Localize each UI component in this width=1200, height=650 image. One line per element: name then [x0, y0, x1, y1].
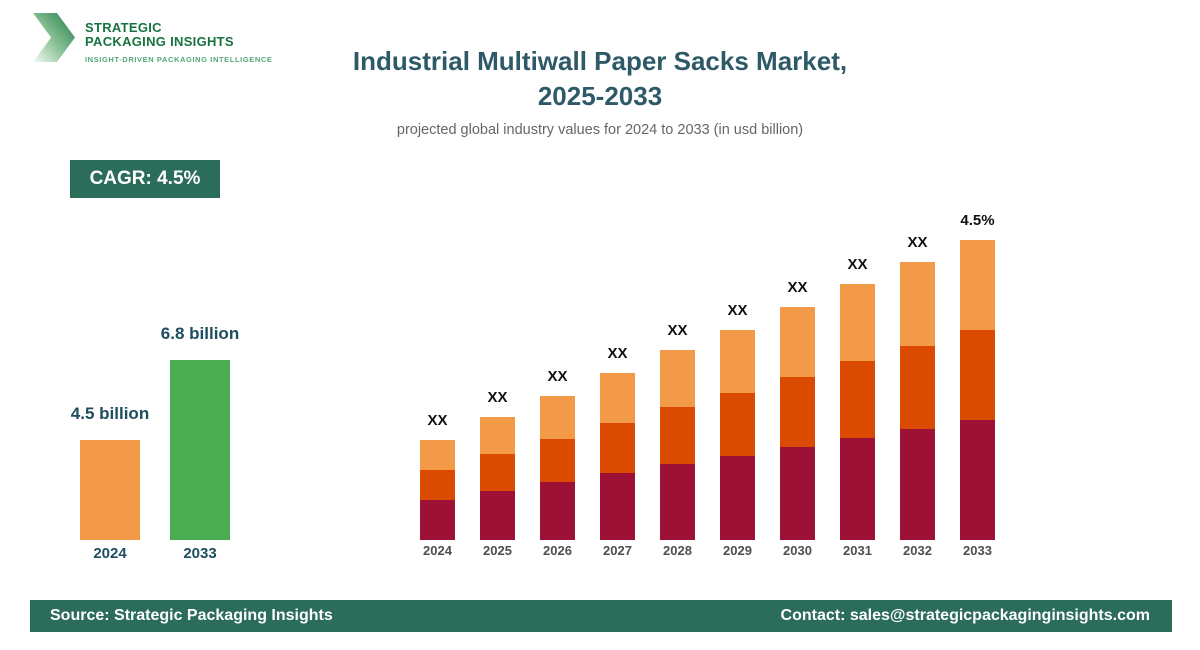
top-segment-2033 [960, 240, 995, 330]
stacked-bar-2033 [960, 240, 995, 540]
top-segment-2030 [780, 307, 815, 377]
bottom-segment-2028 [660, 464, 695, 540]
logo-text: STRATEGIC PACKAGING INSIGHTS INSIGHT-DRI… [85, 13, 273, 65]
top-segment-2031 [840, 284, 875, 361]
bar-year-label-2025: 2025 [483, 543, 512, 558]
top-segment-2024 [420, 440, 455, 470]
bar-top-label-2030: XX [787, 279, 808, 296]
bar-year-label-2031: 2031 [843, 543, 872, 558]
bottom-segment-2025 [480, 491, 515, 540]
title-block: Industrial Multiwall Paper Sacks Market,… [240, 44, 960, 138]
top-segment-2028 [660, 350, 695, 407]
stacked-bar-2024 [420, 440, 455, 540]
bar-year-label-2027: 2027 [603, 543, 632, 558]
middle-segment-2033 [960, 330, 995, 420]
footer-contact-text: Contact: sales@strategicpackaginginsight… [780, 607, 1150, 624]
bar-top-label-2027: XX [607, 345, 628, 362]
middle-segment-2024 [420, 470, 455, 500]
top-segment-2026 [540, 396, 575, 439]
bottom-segment-2024 [420, 500, 455, 540]
bar-year-label-2032: 2032 [903, 543, 932, 558]
top-segment-2032 [900, 262, 935, 346]
bar-year-label-2024: 2024 [423, 543, 452, 558]
stacked-bar-2028 [660, 350, 695, 540]
logo: STRATEGIC PACKAGING INSIGHTS INSIGHT-DRI… [33, 13, 273, 64]
bar-top-label-2028: XX [667, 322, 688, 339]
bottom-segment-2029 [720, 456, 755, 540]
bar-year-label-2026: 2026 [543, 543, 572, 558]
page-title-line2: 2025-2033 [537, 81, 663, 111]
bottom-segment-2031 [840, 438, 875, 540]
top-segment-2029 [720, 330, 755, 393]
bar-year-label-2030: 2030 [783, 543, 812, 558]
bar-top-label-2026: XX [547, 368, 568, 385]
stacked-bar-2031 [840, 284, 875, 540]
summary-bar-2033 [170, 360, 230, 540]
stacked-bar-2025 [480, 417, 515, 540]
bar-year-label-2029: 2029 [723, 543, 752, 558]
summary-bar-2024 [80, 440, 140, 540]
footer-source-text: Source: Strategic Packaging Insights [50, 607, 333, 624]
bar-year-label-2033: 2033 [963, 543, 992, 558]
bar-year-label-2028: 2028 [663, 543, 692, 558]
summary-year-label-2024: 2024 [93, 545, 127, 562]
bottom-segment-2026 [540, 482, 575, 540]
footer-bar: Source: Strategic Packaging Insights Con… [30, 600, 1172, 632]
bar-top-label-2032: XX [907, 234, 928, 251]
middle-segment-2027 [600, 423, 635, 473]
summary-year-label-2033: 2033 [183, 545, 217, 562]
summary-value-label-2024: 4.5 billion [70, 404, 150, 423]
stacked-bar-2030 [780, 307, 815, 540]
middle-segment-2032 [900, 346, 935, 429]
middle-segment-2029 [720, 393, 755, 456]
bar-top-label-2024: XX [427, 412, 448, 429]
bottom-segment-2033 [960, 420, 995, 540]
bottom-segment-2032 [900, 429, 935, 540]
stacked-bar-2027 [600, 373, 635, 540]
bar-top-label-2033: 4.5% [960, 212, 995, 229]
logo-name-line2: PACKAGING INSIGHTS [85, 34, 234, 49]
stacked-bar-2026 [540, 396, 575, 540]
page-title-line1: Industrial Multiwall Paper Sacks Market, [352, 46, 848, 76]
summary-value-label-2033: 6.8 billion [160, 324, 240, 343]
page-subtitle: projected global industry values for 202… [396, 122, 804, 138]
top-segment-2025 [480, 417, 515, 454]
middle-segment-2031 [840, 361, 875, 438]
bottom-segment-2030 [780, 447, 815, 540]
middle-segment-2026 [540, 439, 575, 482]
middle-segment-2030 [780, 377, 815, 447]
bar-top-label-2029: XX [727, 302, 748, 319]
logo-name-line1: STRATEGIC [85, 20, 162, 35]
middle-segment-2028 [660, 407, 695, 464]
stacked-bar-2032 [900, 262, 935, 540]
cagr-badge: CAGR: 4.5% [70, 160, 220, 198]
top-segment-2027 [600, 373, 635, 423]
bar-top-label-2031: XX [847, 256, 868, 273]
bar-top-label-2025: XX [487, 389, 508, 406]
logo-tagline: INSIGHT-DRIVEN PACKAGING INTELLIGENCE [85, 55, 273, 64]
bottom-segment-2027 [600, 473, 635, 540]
middle-segment-2025 [480, 454, 515, 491]
stacked-bar-2029 [720, 330, 755, 540]
